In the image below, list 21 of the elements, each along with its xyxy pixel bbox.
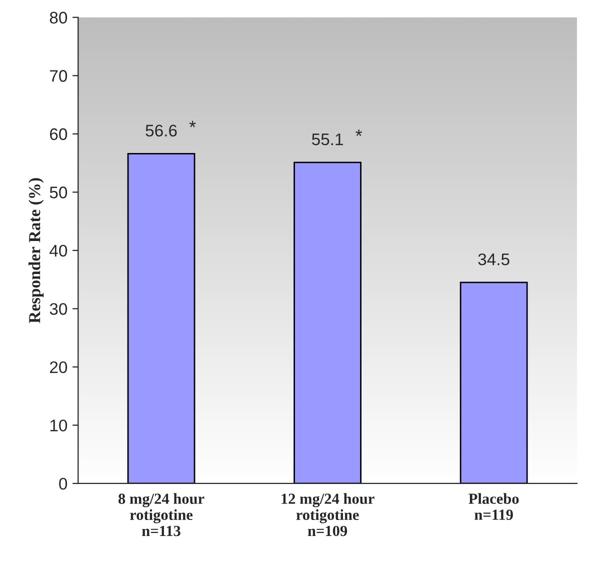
y-tick-label: 70 xyxy=(50,70,68,82)
x-tick-label: 12 mg/24 hour rotigotine n=109 xyxy=(282,493,374,536)
x-tick-label: Placebo n=119 xyxy=(468,493,519,520)
y-tick-label: 80 xyxy=(50,12,68,24)
y-tick-label: 60 xyxy=(50,128,68,140)
bar xyxy=(127,153,196,484)
y-tick-label: 0 xyxy=(59,478,68,490)
bar xyxy=(460,282,528,484)
annotation: * xyxy=(356,130,362,136)
y-tick-label: 40 xyxy=(50,244,68,257)
y-tick-label: 30 xyxy=(50,303,68,315)
y-tick-label: 50 xyxy=(50,186,68,198)
data-label: 56.6 xyxy=(146,124,177,137)
y-axis-title: Responder Rate (%) xyxy=(28,178,44,324)
y-tick-label: 10 xyxy=(50,420,68,432)
data-label: 55.1 xyxy=(312,134,343,146)
x-tick-label: 8 mg/24 hour rotigotine n=113 xyxy=(118,493,204,536)
data-label: 34.5 xyxy=(478,253,510,266)
bar xyxy=(294,162,362,484)
annotation: * xyxy=(189,120,196,128)
y-tick-label: 20 xyxy=(50,361,68,374)
